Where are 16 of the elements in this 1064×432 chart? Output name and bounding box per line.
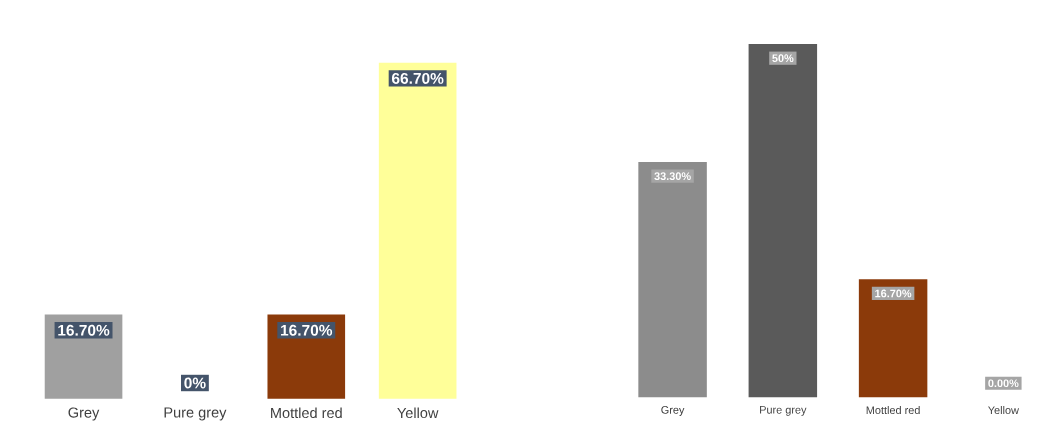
data-label: 66.70% bbox=[392, 72, 444, 84]
data-label: 33.30% bbox=[654, 172, 691, 181]
data-label: 0% bbox=[184, 377, 206, 389]
x-tick-label: Grey bbox=[68, 407, 100, 421]
x-tick-label: Yellow bbox=[988, 406, 1019, 415]
x-tick-label: Grey bbox=[661, 406, 685, 416]
x-tick-label: Mottled red bbox=[866, 406, 920, 415]
data-label: 16.70% bbox=[875, 289, 912, 298]
x-tick-label: Mottled red bbox=[271, 407, 342, 419]
data-label: 16.70% bbox=[281, 324, 333, 336]
data-label: 50% bbox=[772, 54, 794, 63]
data-label: 16.70% bbox=[58, 324, 110, 336]
x-tick-label: Pure grey bbox=[760, 406, 807, 416]
data-label: 0.00% bbox=[988, 379, 1019, 388]
x-tick-label: Pure grey bbox=[164, 407, 227, 421]
x-tick-label: Yellow bbox=[397, 407, 439, 419]
